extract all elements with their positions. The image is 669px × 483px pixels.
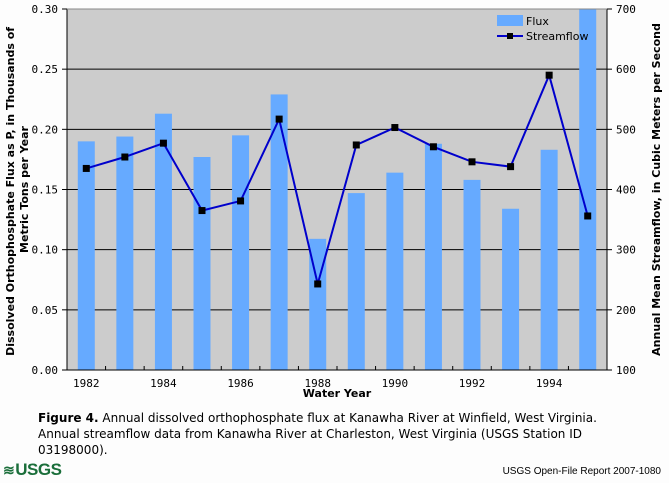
x-tick-label: 1990 xyxy=(382,377,409,390)
chart: 0.00 0.05 0.10 0.15 0.20 0.25 0.30 100 200 300 40… xyxy=(4,3,663,400)
y-right-tick-label: 100 xyxy=(616,364,636,377)
y-right-tick-label: 500 xyxy=(616,123,636,136)
bar-flux-1990 xyxy=(386,172,404,370)
y-right-tick-label: 600 xyxy=(616,63,636,76)
marker-streamflow-1986 xyxy=(237,197,245,205)
legend-label-flux: Flux xyxy=(526,15,549,28)
usgs-logo-text: USGS xyxy=(15,460,62,479)
marker-streamflow-1985 xyxy=(198,207,206,215)
caption-label: Figure 4. xyxy=(38,411,99,425)
x-tick-label: 1984 xyxy=(150,377,177,390)
marker-streamflow-1993 xyxy=(507,163,515,171)
x-tick-label: 1992 xyxy=(459,377,486,390)
bar-flux-1995 xyxy=(579,9,597,370)
legend-label-streamflow: Streamflow xyxy=(526,30,588,43)
x-tick-label: 1988 xyxy=(304,377,331,390)
legend-marker-streamflow xyxy=(507,33,513,39)
y-left-tick-label: 0.25 xyxy=(32,63,59,76)
marker-streamflow-1983 xyxy=(121,153,129,161)
y-left-tick-label: 0.10 xyxy=(32,244,59,257)
line-streamflow xyxy=(86,72,589,285)
marker-streamflow-1984 xyxy=(159,139,167,147)
marker-streamflow-1987 xyxy=(275,115,283,123)
usgs-logo: ≋USGS xyxy=(3,460,62,480)
y-axis-right-title: Annual Mean Streamflow, in Cubic Meters … xyxy=(650,23,663,356)
y-right-tick-label: 300 xyxy=(616,244,636,257)
y-left-tick-label: 0.05 xyxy=(32,304,59,317)
marker-streamflow-1994 xyxy=(545,71,553,79)
y-axis-left-title: Dissolved Orthophosphate Flux as P, in T… xyxy=(4,23,31,356)
x-tick-label: 1982 xyxy=(73,377,100,390)
y-axis-left-title-line1: Dissolved Orthophosphate Flux as P, in T… xyxy=(4,27,17,356)
bar-flux-1989 xyxy=(347,193,365,370)
y-right-tick-label: 200 xyxy=(616,304,636,317)
bar-flux-1987 xyxy=(270,94,288,370)
bar-flux-1983 xyxy=(116,136,134,370)
y-left-tick-label: 0.15 xyxy=(32,184,59,197)
marker-streamflow-1995 xyxy=(584,212,592,220)
marker-streamflow-1988 xyxy=(314,280,322,288)
y-left-tick-label: 0.00 xyxy=(32,364,59,377)
bar-flux-1986 xyxy=(232,135,250,370)
y-axis-left-title-line2: Metric Tons per Year xyxy=(18,125,31,252)
marker-streamflow-1982 xyxy=(82,164,90,172)
y-right-tick-label: 700 xyxy=(616,3,636,16)
report-id: USGS Open-File Report 2007-1080 xyxy=(502,466,661,477)
usgs-waves-icon: ≋ xyxy=(3,462,15,478)
bar-flux-1992 xyxy=(463,179,481,370)
figure-caption: Figure 4. Annual dissolved orthophosphat… xyxy=(38,410,638,458)
bar-flux-1994 xyxy=(540,149,558,370)
marker-streamflow-1992 xyxy=(468,158,476,166)
bar-flux-1991 xyxy=(424,143,442,370)
bar-flux-1982 xyxy=(77,141,95,370)
y-left-tick-label: 0.20 xyxy=(32,123,59,136)
marker-streamflow-1990 xyxy=(391,124,399,132)
x-tick-label: 1986 xyxy=(227,377,254,390)
caption-text: Annual dissolved orthophosphate flux at … xyxy=(38,411,597,457)
marker-streamflow-1989 xyxy=(352,141,360,149)
bar-flux-1984 xyxy=(154,113,172,370)
marker-streamflow-1991 xyxy=(429,143,437,151)
bar-flux-1993 xyxy=(502,208,520,370)
x-axis-title: Water Year xyxy=(303,387,372,400)
y-left-tick-label: 0.30 xyxy=(32,3,59,16)
legend: Flux Streamflow xyxy=(497,15,588,43)
legend-swatch-flux xyxy=(497,15,523,26)
bar-flux-1985 xyxy=(193,157,211,370)
x-tick-label: 1994 xyxy=(536,377,563,390)
y-right-tick-label: 400 xyxy=(616,184,636,197)
